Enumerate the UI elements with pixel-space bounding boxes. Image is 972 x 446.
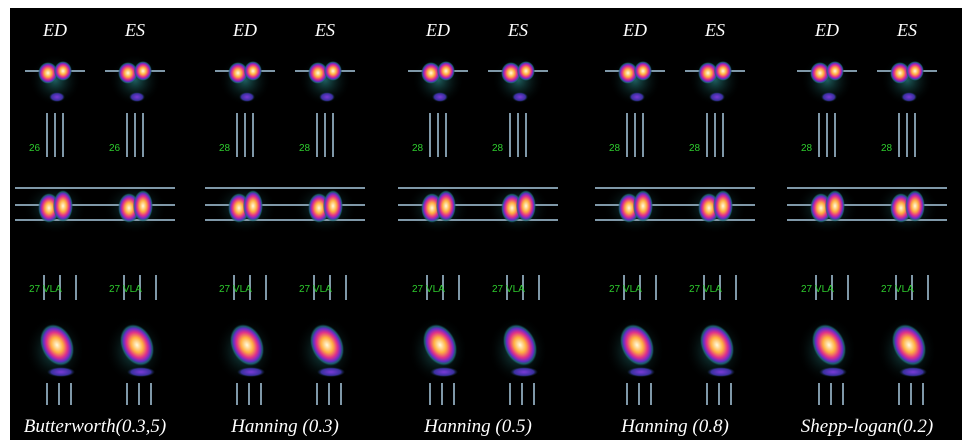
uptake (133, 190, 153, 222)
uptake (633, 190, 653, 222)
view-label: ED (232, 20, 257, 40)
vla-label: 27 VLA (299, 284, 332, 295)
uptake (319, 92, 335, 102)
slice-number: 28 (412, 143, 424, 154)
uptake (709, 92, 725, 102)
uptake (906, 61, 924, 81)
uptake (430, 367, 458, 377)
slice-number: 26 (29, 143, 41, 154)
figure: ED 26 27 VLA ES 26 27 VLA Butterworth(0.3,5) ED… (0, 0, 972, 446)
uptake (134, 61, 152, 81)
slice-number: 28 (801, 143, 813, 154)
filter-caption: Hanning (0.8) (620, 416, 729, 437)
uptake (437, 61, 455, 81)
view-label: ES (124, 20, 145, 40)
view-label: ES (704, 20, 725, 40)
vla-label: 27 VLA (492, 284, 525, 295)
uptake (713, 190, 733, 222)
slice-number: 28 (609, 143, 621, 154)
filter-caption: Hanning (0.5) (423, 416, 532, 437)
vla-label: 27 VLA (412, 284, 445, 295)
vla-label: 27 VLA (881, 284, 914, 295)
slice-number: 28 (881, 143, 893, 154)
filter-caption: Butterworth(0.3,5) (24, 416, 167, 437)
view-label: ED (622, 20, 647, 40)
uptake (826, 61, 844, 81)
uptake (432, 92, 448, 102)
vla-label: 27 VLA (801, 284, 834, 295)
vla-label: 27 VLA (219, 284, 252, 295)
uptake (899, 367, 927, 377)
slice-number: 28 (492, 143, 504, 154)
vla-label: 27 VLA (109, 284, 142, 295)
uptake (510, 367, 538, 377)
vla-label: 27 VLA (609, 284, 642, 295)
uptake (237, 367, 265, 377)
slice-number: 28 (219, 143, 231, 154)
uptake (634, 61, 652, 81)
uptake (905, 190, 925, 222)
view-label: ES (507, 20, 528, 40)
uptake (707, 367, 735, 377)
slice-number: 28 (689, 143, 701, 154)
uptake (49, 92, 65, 102)
slice-number: 28 (299, 143, 311, 154)
uptake (629, 92, 645, 102)
uptake (324, 61, 342, 81)
vla-label: 27 VLA (29, 284, 62, 295)
uptake (901, 92, 917, 102)
vla-label: 27 VLA (689, 284, 722, 295)
uptake (127, 367, 155, 377)
view-label: ES (314, 20, 335, 40)
view-label: ED (425, 20, 450, 40)
uptake (243, 190, 263, 222)
uptake (627, 367, 655, 377)
uptake (53, 190, 73, 222)
filter-caption: Hanning (0.3) (230, 416, 339, 437)
uptake (825, 190, 845, 222)
uptake (517, 61, 535, 81)
view-label: ED (42, 20, 67, 40)
uptake (821, 92, 837, 102)
view-label: ED (814, 20, 839, 40)
uptake (512, 92, 528, 102)
uptake (54, 61, 72, 81)
uptake (47, 367, 75, 377)
filter-caption: Shepp-logan(0.2) (801, 416, 933, 437)
uptake (129, 92, 145, 102)
view-label: ES (896, 20, 917, 40)
uptake (323, 190, 343, 222)
uptake (436, 190, 456, 222)
uptake (239, 92, 255, 102)
uptake (819, 367, 847, 377)
uptake (516, 190, 536, 222)
uptake (714, 61, 732, 81)
uptake (244, 61, 262, 81)
uptake (317, 367, 345, 377)
slice-number: 26 (109, 143, 121, 154)
